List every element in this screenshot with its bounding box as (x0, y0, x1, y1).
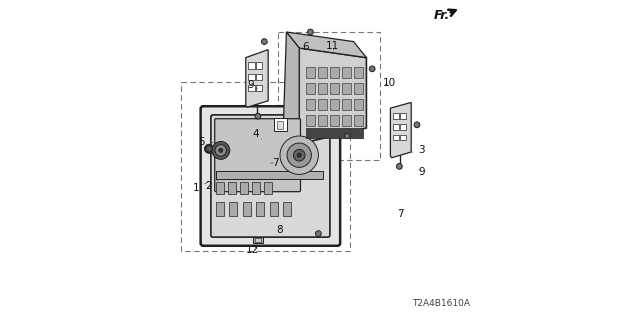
Bar (256, 74, 262, 80)
Text: 8: 8 (276, 225, 284, 235)
Circle shape (344, 133, 349, 139)
Bar (401, 124, 406, 130)
Text: 3: 3 (412, 145, 425, 155)
Bar (401, 113, 406, 119)
Bar (330, 67, 339, 78)
Text: 5: 5 (198, 137, 213, 148)
Text: Fr.: Fr. (433, 9, 450, 22)
Text: 4: 4 (252, 129, 262, 140)
FancyBboxPatch shape (215, 119, 301, 192)
Bar (243, 202, 251, 216)
Bar (393, 113, 399, 119)
FancyBboxPatch shape (211, 115, 330, 237)
Bar (253, 237, 263, 243)
Polygon shape (390, 102, 412, 158)
Circle shape (287, 143, 312, 167)
Bar (228, 182, 236, 194)
Bar (255, 238, 261, 242)
Bar (248, 85, 255, 91)
Text: 9: 9 (247, 80, 258, 91)
Text: 9: 9 (419, 167, 425, 177)
Bar (330, 115, 339, 126)
Text: 7: 7 (397, 209, 403, 219)
Circle shape (219, 148, 223, 152)
Bar (274, 118, 287, 131)
Bar (306, 83, 315, 94)
Bar (270, 202, 278, 216)
Circle shape (280, 136, 319, 174)
Bar (216, 182, 224, 194)
Bar (216, 202, 224, 216)
Bar (354, 83, 364, 94)
Polygon shape (287, 32, 366, 58)
Bar (240, 182, 248, 194)
Bar (248, 74, 255, 80)
Circle shape (206, 146, 212, 152)
Bar (330, 99, 339, 110)
Text: T2A4B1610A: T2A4B1610A (412, 300, 470, 308)
Circle shape (212, 141, 230, 159)
Circle shape (414, 122, 420, 128)
Bar (257, 202, 264, 216)
Bar (317, 83, 327, 94)
Polygon shape (300, 48, 366, 144)
Bar (306, 115, 315, 126)
Circle shape (293, 149, 305, 161)
Bar (278, 32, 380, 160)
Bar (342, 115, 351, 126)
Bar (342, 67, 351, 78)
Circle shape (369, 66, 375, 72)
Bar (181, 82, 351, 251)
Bar (393, 124, 399, 130)
Polygon shape (246, 50, 268, 107)
Bar (252, 182, 260, 194)
Bar (256, 85, 262, 91)
Bar (330, 83, 339, 94)
Text: 7: 7 (271, 157, 279, 168)
Bar (264, 182, 272, 194)
Bar (306, 128, 364, 138)
Bar (342, 83, 351, 94)
Circle shape (205, 144, 214, 153)
Bar (354, 115, 364, 126)
Text: 11: 11 (326, 41, 339, 52)
Bar (354, 67, 364, 78)
Circle shape (397, 164, 403, 169)
Bar (317, 67, 327, 78)
Circle shape (262, 39, 268, 44)
Circle shape (297, 153, 301, 157)
Bar (317, 115, 327, 126)
Bar (277, 121, 283, 129)
Bar (393, 135, 399, 140)
Bar (248, 62, 255, 69)
Text: 2: 2 (205, 180, 218, 191)
Text: 6: 6 (302, 42, 309, 52)
Text: 1: 1 (193, 182, 208, 193)
Bar (283, 202, 291, 216)
Text: 12: 12 (246, 245, 259, 255)
Circle shape (215, 145, 227, 156)
Bar (306, 99, 315, 110)
Circle shape (255, 113, 261, 119)
Polygon shape (283, 32, 300, 144)
Bar (216, 171, 323, 179)
Bar (230, 202, 237, 216)
FancyBboxPatch shape (201, 106, 340, 246)
Bar (256, 62, 262, 69)
Bar (401, 135, 406, 140)
Bar (342, 99, 351, 110)
Bar (306, 67, 315, 78)
Bar (317, 99, 327, 110)
Bar (354, 99, 364, 110)
Text: 10: 10 (383, 77, 396, 88)
Circle shape (307, 29, 314, 35)
Circle shape (316, 231, 321, 236)
